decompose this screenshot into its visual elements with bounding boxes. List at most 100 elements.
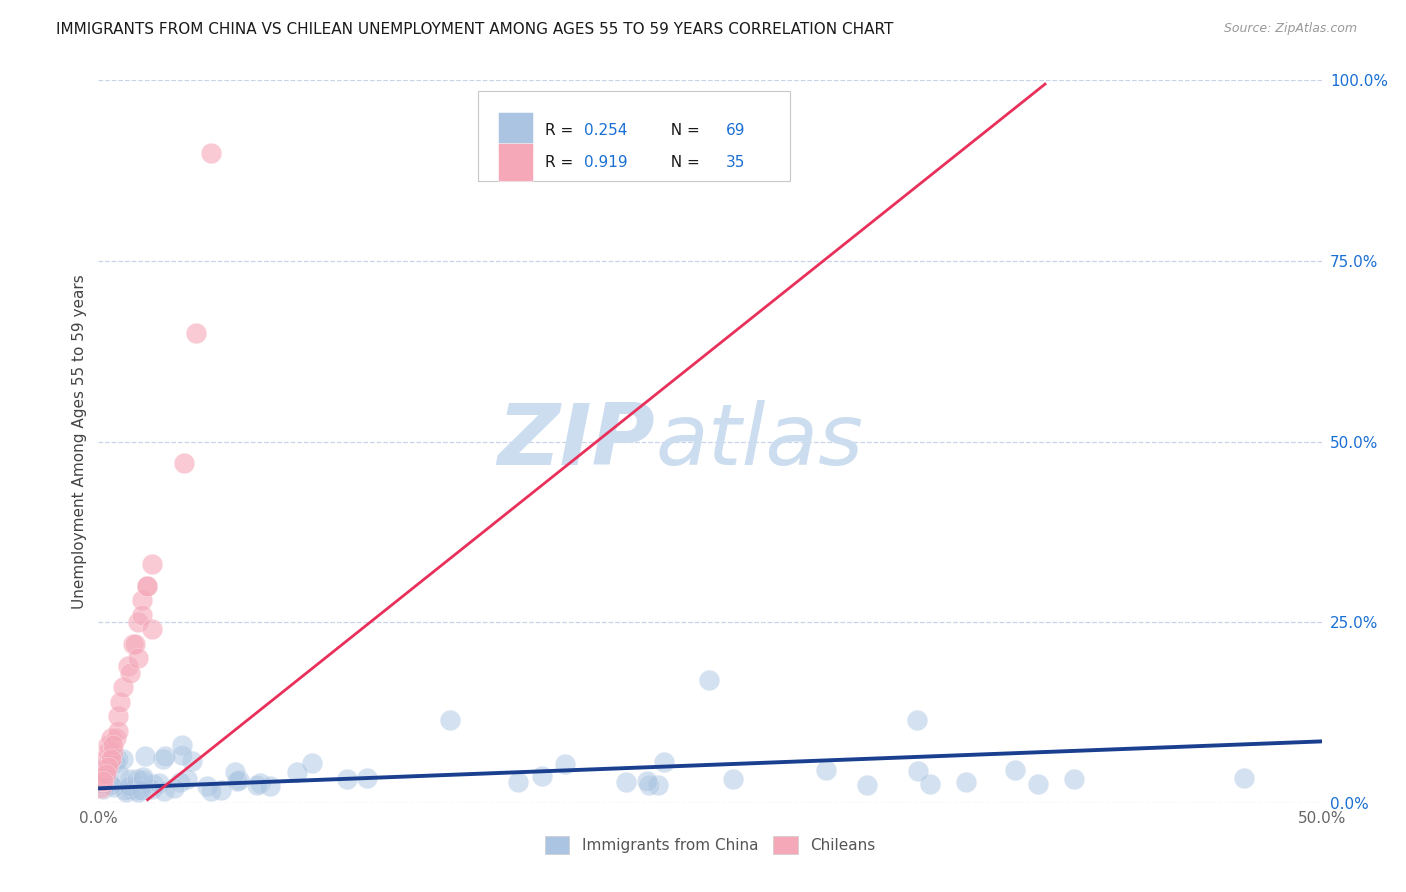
Point [195,780,218,794]
Point [129,782,152,797]
Point [148,775,170,789]
Point [163,781,186,796]
Point [104,756,127,771]
Point [97,774,120,789]
Point [905,713,928,727]
Point [170,739,193,753]
Text: 0.254: 0.254 [583,123,627,138]
Point [94,767,117,781]
Point [186,326,208,341]
Point [439,713,461,727]
Point [531,769,554,783]
Point [101,745,124,759]
Point [97,760,120,774]
Point [142,777,165,791]
Point [907,764,929,779]
Point [118,779,141,793]
Point [91,774,114,789]
Point [636,773,658,788]
Point [224,764,246,779]
Point [124,637,146,651]
Point [173,456,195,470]
Text: atlas: atlas [655,400,863,483]
Point [638,778,661,792]
Point [955,775,977,789]
Text: ZIP: ZIP [498,400,655,483]
Point [136,579,159,593]
Point [153,749,176,764]
Point [815,763,838,777]
Point [127,615,149,630]
Text: R =: R = [546,154,578,169]
Point [1004,764,1026,778]
Point [132,770,155,784]
Point [127,772,149,787]
Point [170,747,193,762]
Point [134,748,156,763]
Point [141,558,163,572]
Text: Source: ZipAtlas.com: Source: ZipAtlas.com [1223,22,1357,36]
Point [91,774,114,789]
Point [131,772,153,787]
Text: 35: 35 [725,154,745,169]
Point [508,775,530,789]
Text: R =: R = [546,123,578,138]
Point [103,780,125,794]
Point [104,731,127,745]
Point [114,783,136,797]
Point [118,772,141,786]
Point [228,772,250,787]
Point [97,745,120,759]
Point [100,778,122,792]
Point [356,772,378,786]
Point [97,738,120,752]
Bar [498,112,533,149]
Point [127,651,149,665]
Point [614,775,637,789]
Point [107,752,129,766]
Point [91,781,114,796]
Point [125,783,148,797]
Point [336,772,359,786]
Point [246,778,269,792]
Point [131,593,153,607]
Point [118,781,141,796]
Point [856,778,879,792]
Point [91,767,114,781]
Point [153,784,176,798]
Text: IMMIGRANTS FROM CHINA VS CHILEAN UNEMPLOYMENT AMONG AGES 55 TO 59 YEARS CORRELAT: IMMIGRANTS FROM CHINA VS CHILEAN UNEMPLO… [56,22,894,37]
Point [181,755,204,769]
Point [654,756,676,770]
Point [259,779,281,793]
Point [100,752,122,766]
Point [94,752,117,766]
Point [121,637,143,651]
Point [91,772,114,787]
Y-axis label: Unemployment Among Ages 55 to 59 years: Unemployment Among Ages 55 to 59 years [72,274,87,609]
Point [920,777,942,791]
Point [101,738,124,752]
Point [141,623,163,637]
Point [136,579,159,593]
Text: N =: N = [661,154,704,169]
Legend: Immigrants from China, Chileans: Immigrants from China, Chileans [538,830,882,860]
FancyBboxPatch shape [478,91,790,181]
Point [100,752,122,766]
Point [152,752,174,766]
Point [110,695,132,709]
Point [1028,777,1050,791]
Point [301,756,323,771]
Point [127,784,149,798]
Point [699,673,721,687]
Text: 69: 69 [725,123,745,138]
Point [249,776,271,790]
Point [554,756,576,771]
Point [107,723,129,738]
Point [721,772,744,786]
Point [97,757,120,772]
Point [1233,771,1256,785]
Point [90,781,112,796]
Point [226,773,249,788]
Point [120,665,142,680]
Point [1063,772,1085,786]
